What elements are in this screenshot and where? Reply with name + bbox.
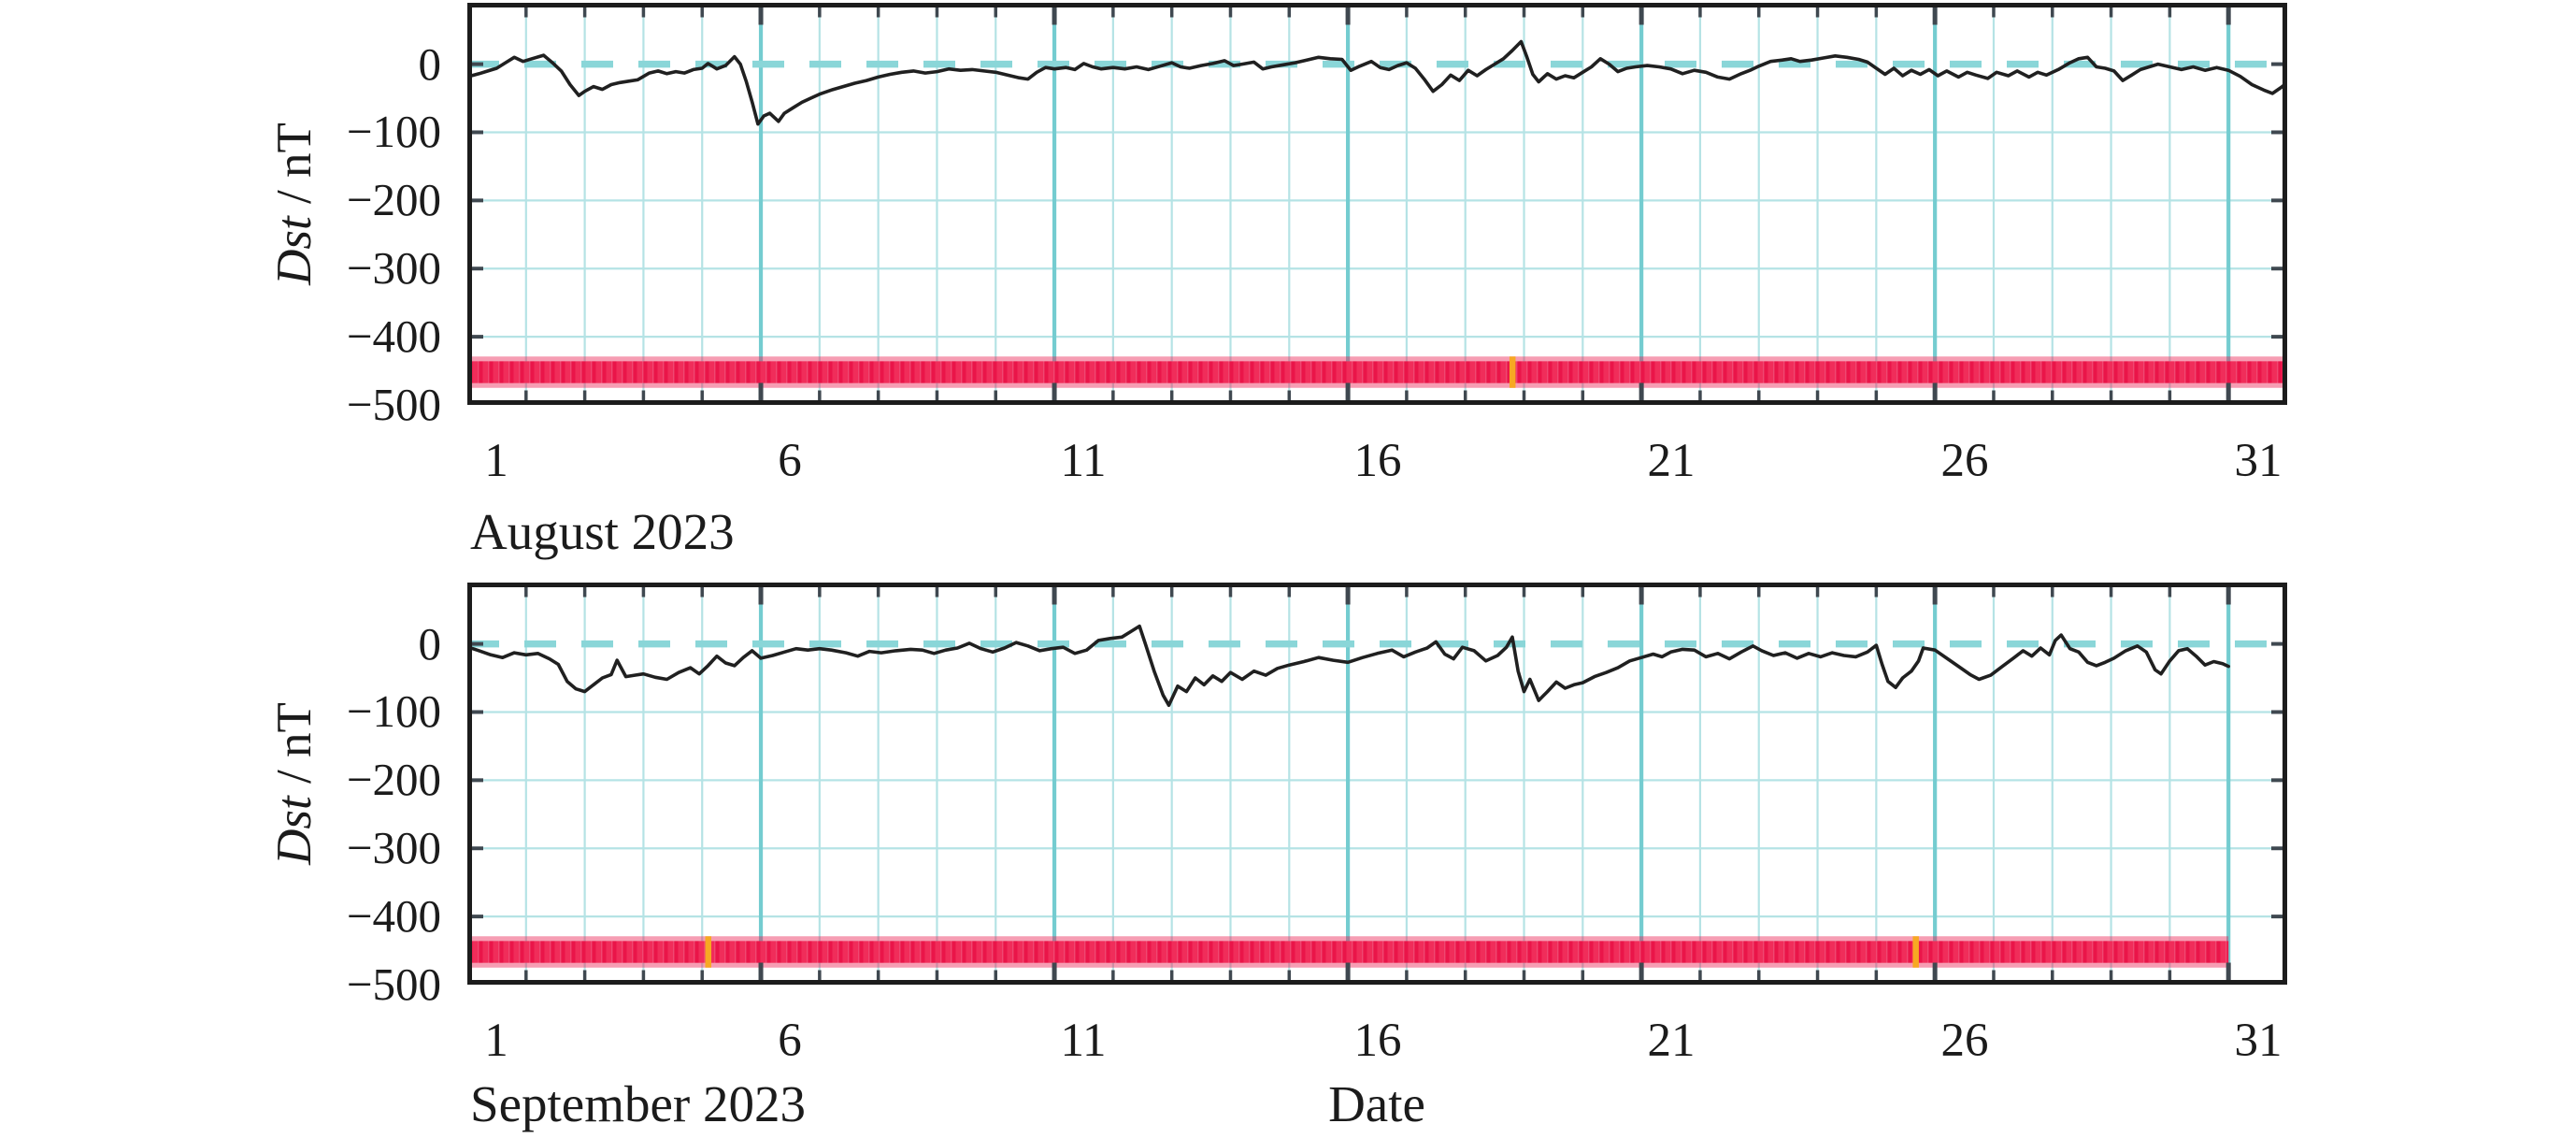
x-tick-label: 16	[1353, 1015, 1402, 1067]
y-tick-label: −200	[346, 174, 441, 225]
dst-curve	[467, 624, 2230, 707]
y-tick-label: −400	[346, 310, 441, 362]
y-tick-label: 0	[418, 618, 442, 670]
x-tick-label: 1	[484, 435, 508, 487]
dst-plot-august-2023	[467, 3, 2287, 405]
event-mark	[1912, 936, 1919, 968]
x-tick-label: 21	[1647, 1015, 1696, 1067]
x-tick-label: 16	[1353, 435, 1402, 487]
caption-september: September 2023	[470, 1075, 806, 1132]
y-tick-label: −500	[346, 958, 441, 1010]
y-tick-label: −300	[346, 242, 441, 294]
x-tick-label: 26	[1940, 435, 1989, 487]
x-axis-title: Date	[1328, 1075, 1425, 1132]
y-tick-label: −200	[346, 754, 441, 805]
y-tick-label: −100	[346, 106, 441, 157]
x-tick-label: 11	[1060, 1015, 1107, 1067]
x-tick-label: 31	[2234, 1015, 2283, 1067]
dst-curve	[467, 39, 2287, 126]
x-tick-label: 1	[484, 1015, 508, 1067]
y-tick-label: −400	[346, 890, 441, 942]
x-tick-label: 21	[1647, 435, 1696, 487]
y-tick-label: −100	[346, 685, 441, 737]
y-tick-label: 0	[418, 38, 442, 90]
dst-plot-september-2023	[467, 583, 2287, 985]
x-tick-label: 31	[2234, 435, 2283, 487]
y-tick-label: −300	[346, 822, 441, 873]
event-mark	[1509, 356, 1516, 388]
event-mark	[705, 936, 712, 968]
x-tick-label: 26	[1940, 1015, 1989, 1067]
x-tick-label: 6	[778, 1015, 802, 1067]
x-tick-label: 6	[778, 435, 802, 487]
x-tick-label: 11	[1060, 435, 1107, 487]
y-tick-label: −500	[346, 379, 441, 430]
caption-august: August 2023	[470, 503, 735, 560]
